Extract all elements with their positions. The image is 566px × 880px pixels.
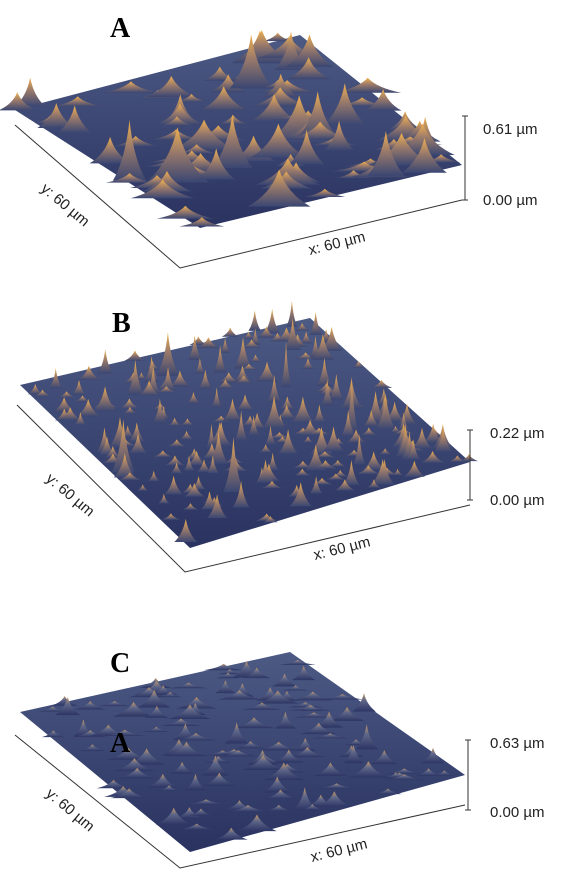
y-axis-label: y: 60 µm	[42, 785, 97, 835]
x-axis-label: x: 60 µm	[309, 835, 369, 865]
surface-peak	[222, 328, 239, 337]
z-max-label: 0.22 µm	[490, 425, 545, 442]
panel-letter: B	[112, 308, 131, 339]
panel-letter: C	[110, 648, 130, 679]
surface-peak	[98, 349, 113, 373]
z-min-label: 0.00 µm	[490, 804, 545, 821]
z-scale	[465, 740, 471, 810]
z-min-label: 0.00 µm	[483, 192, 538, 209]
overlay-letter: A	[110, 728, 131, 759]
surface-peak	[124, 351, 145, 361]
figure: A 0.61 µm 0.00 µm y: 60 µm x: 60 µm B 0.…	[0, 0, 566, 880]
surface-peak	[248, 310, 261, 331]
y-axis-label: y: 60 µm	[37, 180, 92, 230]
x-axis-label: x: 60 µm	[312, 533, 372, 563]
surface-peak	[287, 300, 298, 326]
surfaces	[0, 30, 478, 852]
z-max-label: 0.61 µm	[483, 121, 538, 138]
x-axis-label: x: 60 µm	[307, 228, 367, 258]
panel-letter: A	[110, 13, 131, 44]
z-max-label: 0.63 µm	[490, 735, 545, 752]
z-min-label: 0.00 µm	[490, 492, 545, 509]
z-scale	[462, 116, 468, 200]
z-scale	[467, 430, 473, 500]
